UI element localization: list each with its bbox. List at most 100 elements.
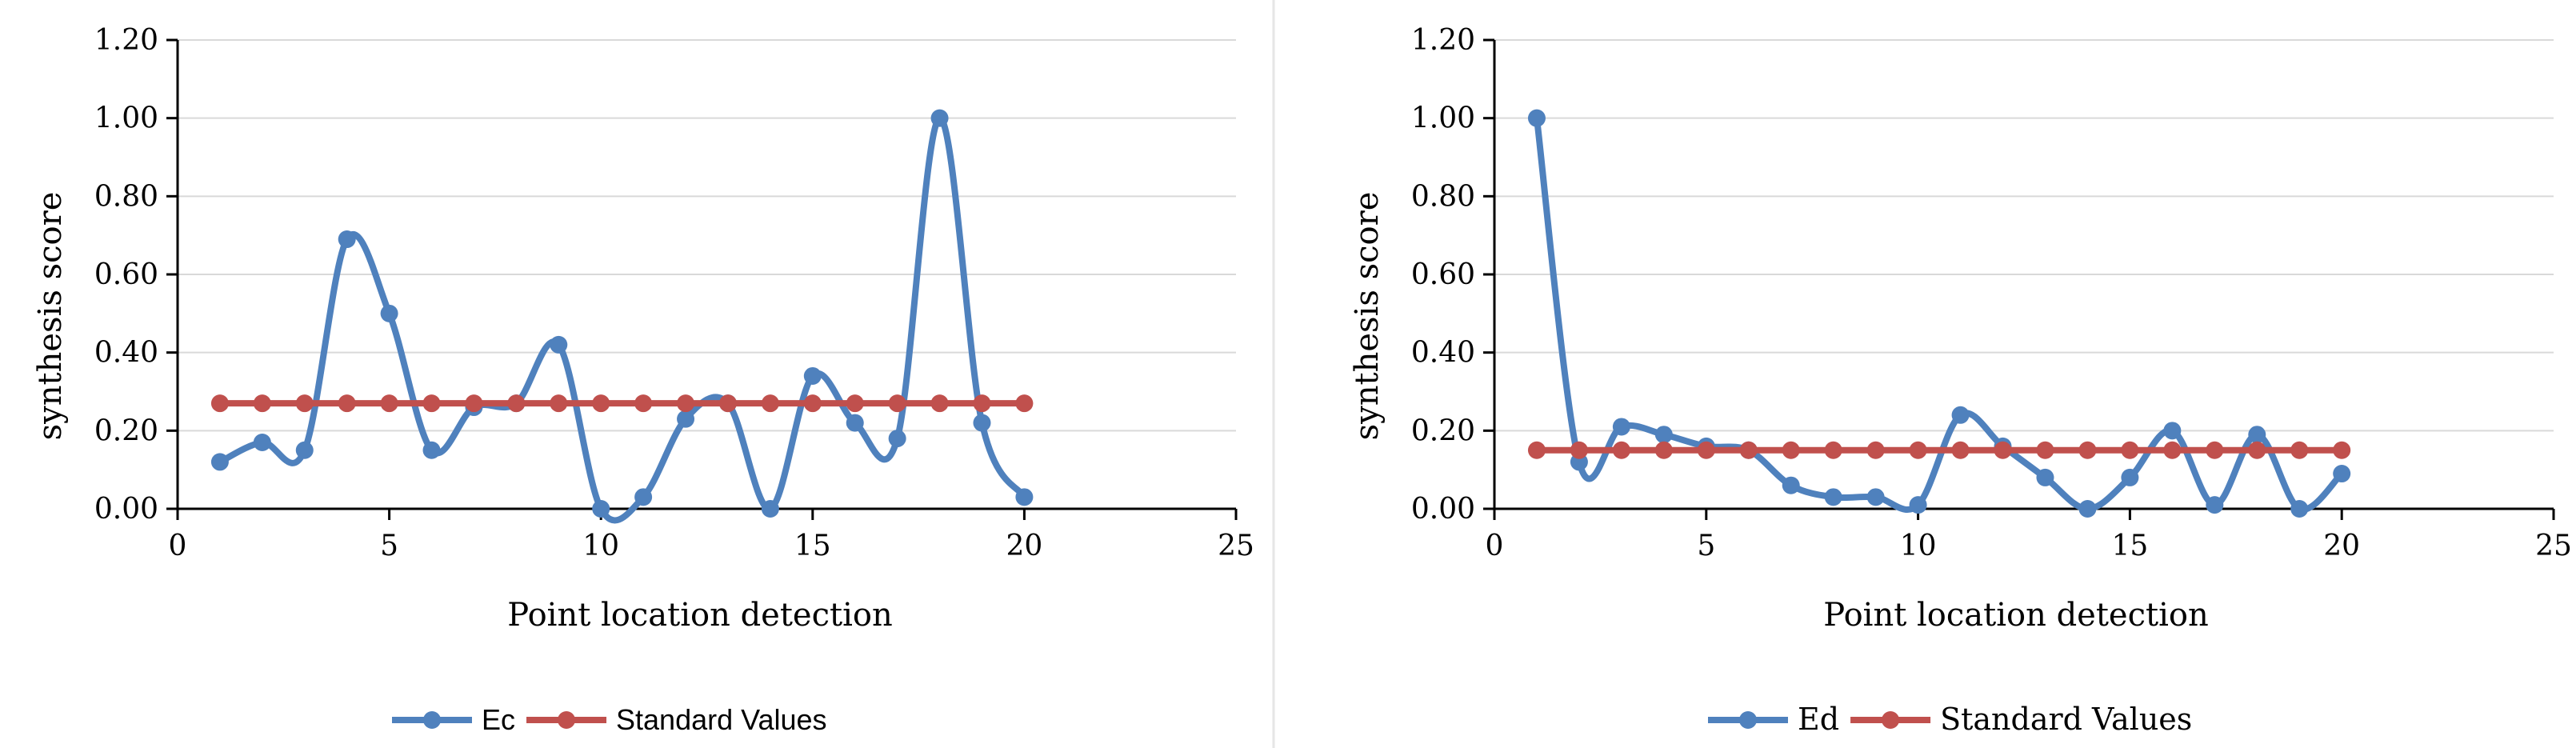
chart-right-series-standard-values-point (2163, 441, 2182, 459)
chart-left-series-ec-point (803, 366, 822, 385)
chart-right-y-tick-label: 0.20 (1411, 414, 1475, 447)
chart-left-series-standard-values-point (634, 394, 653, 413)
chart-left-series-standard-values-point (761, 394, 779, 413)
chart-right-series-ed-point (2078, 500, 2097, 518)
chart-left-x-ticks: 0 5 10 15 20 25 (169, 530, 1254, 562)
chart-right-x-tick-label: 15 (2111, 530, 2148, 562)
chart-left-y-tick-label: 0.20 (94, 414, 158, 447)
chart-right-x-axis-label: Point location detection (1823, 597, 2208, 634)
chart-left-legend-standard-values-label: Standard Values (616, 703, 827, 736)
chart-right-x-ticks: 0 5 10 15 20 25 (1486, 530, 2572, 562)
chart-right: 0.000.200.400.600.801.001.20 0 5 10 15 20 25 … (1349, 24, 2572, 737)
chart-right-series-standard-values-point (2078, 441, 2097, 459)
chart-left-series-ec-point (634, 488, 653, 506)
chart-right-x-tick-label: 5 (1697, 530, 1715, 562)
chart-right-series-standard-values-point (1654, 441, 1673, 459)
chart-left: 0.000.200.400.600.801.001.20 0 5 10 15 20 25 … (32, 24, 1254, 736)
chart-left-y-tick-label: 0.40 (94, 337, 158, 370)
chart-right-series-standard-values-point (1782, 441, 1800, 459)
chart-left-series-ec-point (592, 500, 610, 518)
chart-left-series-standard-values-point (338, 394, 356, 413)
chart-right-series-standard-values-point (2248, 441, 2266, 459)
chart-left-series-standard-values-point (295, 394, 314, 413)
chart-right-y-tick-label: 0.80 (1411, 180, 1475, 213)
chart-left-gridlines (178, 39, 1236, 432)
chart-right-x-tick-label: 0 (1486, 530, 1504, 562)
chart-left-series-standard-values-point (803, 394, 822, 413)
chart-right-y-axis-label: synthesis score (1349, 192, 1386, 441)
chart-right-series-standard-values-point (2121, 441, 2139, 459)
chart-left-series-standard-values-point (930, 394, 949, 413)
chart-right-series-ed-point (2163, 422, 2182, 440)
chart-left-series-standard-values-point (718, 394, 737, 413)
chart-left-series-standard-values-point (210, 394, 229, 413)
chart-left-series-standard-values-point (380, 394, 398, 413)
chart-right-legend-ed-label: Ed (1798, 702, 1839, 737)
chart-left-legend-standard-values-marker (558, 711, 576, 729)
chart-left-series-ec-point (930, 109, 949, 127)
chart-right-series-ed-point (1654, 426, 1673, 444)
chart-left-x-tick-label: 20 (1006, 530, 1042, 562)
chart-left-legend-ec-marker (423, 711, 441, 729)
chart-right-series-standard-values-point (1527, 441, 1546, 459)
chart-left-y-axis-label: synthesis score (32, 192, 69, 441)
chart-left-series-ec-point (550, 335, 568, 354)
chart-right-axes (1483, 38, 2555, 520)
chart-left-legend: Ec Standard Values (392, 703, 827, 736)
chart-right-series-standard-values-point (2333, 441, 2351, 459)
chart-right-gridlines (1494, 39, 2554, 432)
chart-right-series-standard-values-point (1697, 441, 1715, 459)
chart-right-series-standard-values-point (1739, 441, 1758, 459)
chart-left-series-standard-values-point (1015, 394, 1034, 413)
chart-left-series-standard-values-point (253, 394, 271, 413)
chart-right-series-standard-values-point (2036, 441, 2054, 459)
chart-left-y-ticks: 0.00 0.20 0.40 0.60 0.80 1.00 1.20 (94, 24, 158, 526)
chart-right-series-ed-point (1782, 476, 1800, 494)
chart-left-series-ec-point (422, 441, 441, 459)
chart-right-series-standard-values-point (1824, 441, 1842, 459)
chart-right-x-tick-label: 20 (2323, 530, 2360, 562)
chart-right-x-tick-label: 10 (1900, 530, 1937, 562)
chart-left-series-ec-point (1015, 488, 1034, 506)
chart-left-series-standard-values-point (550, 394, 568, 413)
chart-left-y-tick-label: 1.20 (94, 24, 158, 57)
chart-left-y-tick-label: 0.60 (94, 258, 158, 291)
chart-left-series-standard-values-point (422, 394, 441, 413)
chart-left-series-ec-point (888, 430, 906, 448)
chart-left-series-standard-values-point (888, 394, 906, 413)
chart-right-series-ed-point (2036, 468, 2054, 486)
chart-left-series (210, 109, 1034, 524)
chart-left-axes (166, 38, 1238, 520)
chart-left-y-tick-label: 0.80 (94, 180, 158, 213)
chart-right-series-ed-point (1527, 109, 1546, 127)
chart-right-y-tick-label: 1.20 (1411, 24, 1475, 57)
chart-right-series-standard-values-point (1570, 441, 1588, 459)
chart-left-series-ec-point (973, 414, 991, 432)
chart-right-series-standard-values-point (1612, 441, 1630, 459)
chart-right-series-ed-point (1909, 496, 1927, 514)
chart-right-y-tick-label: 0.00 (1411, 493, 1475, 526)
chart-left-legend-ec-label: Ec (482, 703, 515, 736)
chart-right-series-standard-values-point (1994, 441, 2012, 459)
chart-left-series-ec-line (216, 114, 1028, 524)
chart-left-series-standard-values-point (677, 394, 695, 413)
chart-right-series-standard-values-point (2290, 441, 2309, 459)
chart-left-series-ec-point (677, 410, 695, 428)
chart-right-series-standard-values-point (1866, 441, 1885, 459)
chart-right-y-tick-label: 1.00 (1411, 102, 1475, 135)
chart-left-x-tick-label: 0 (169, 530, 187, 562)
chart-left-series-ec-point (338, 230, 356, 249)
chart-right-series-ed-point (2121, 468, 2139, 486)
chart-right-y-tick-label: 0.40 (1411, 337, 1475, 370)
chart-left-series-standard-values-point (846, 394, 864, 413)
chart-left-series-ec-point (253, 433, 271, 451)
chart-left-series-standard-values-point (507, 394, 526, 413)
chart-left-x-tick-label: 15 (794, 530, 831, 562)
chart-right-series-standard-values-point (1951, 441, 1970, 459)
chart-left-y-tick-label: 1.00 (94, 102, 158, 135)
chart-left-x-tick-label: 10 (582, 530, 619, 562)
chart-left-series-ec-point (846, 414, 864, 432)
chart-right-legend-standard-values-marker (1882, 711, 1900, 729)
chart-left-series-ec-point (761, 500, 779, 518)
